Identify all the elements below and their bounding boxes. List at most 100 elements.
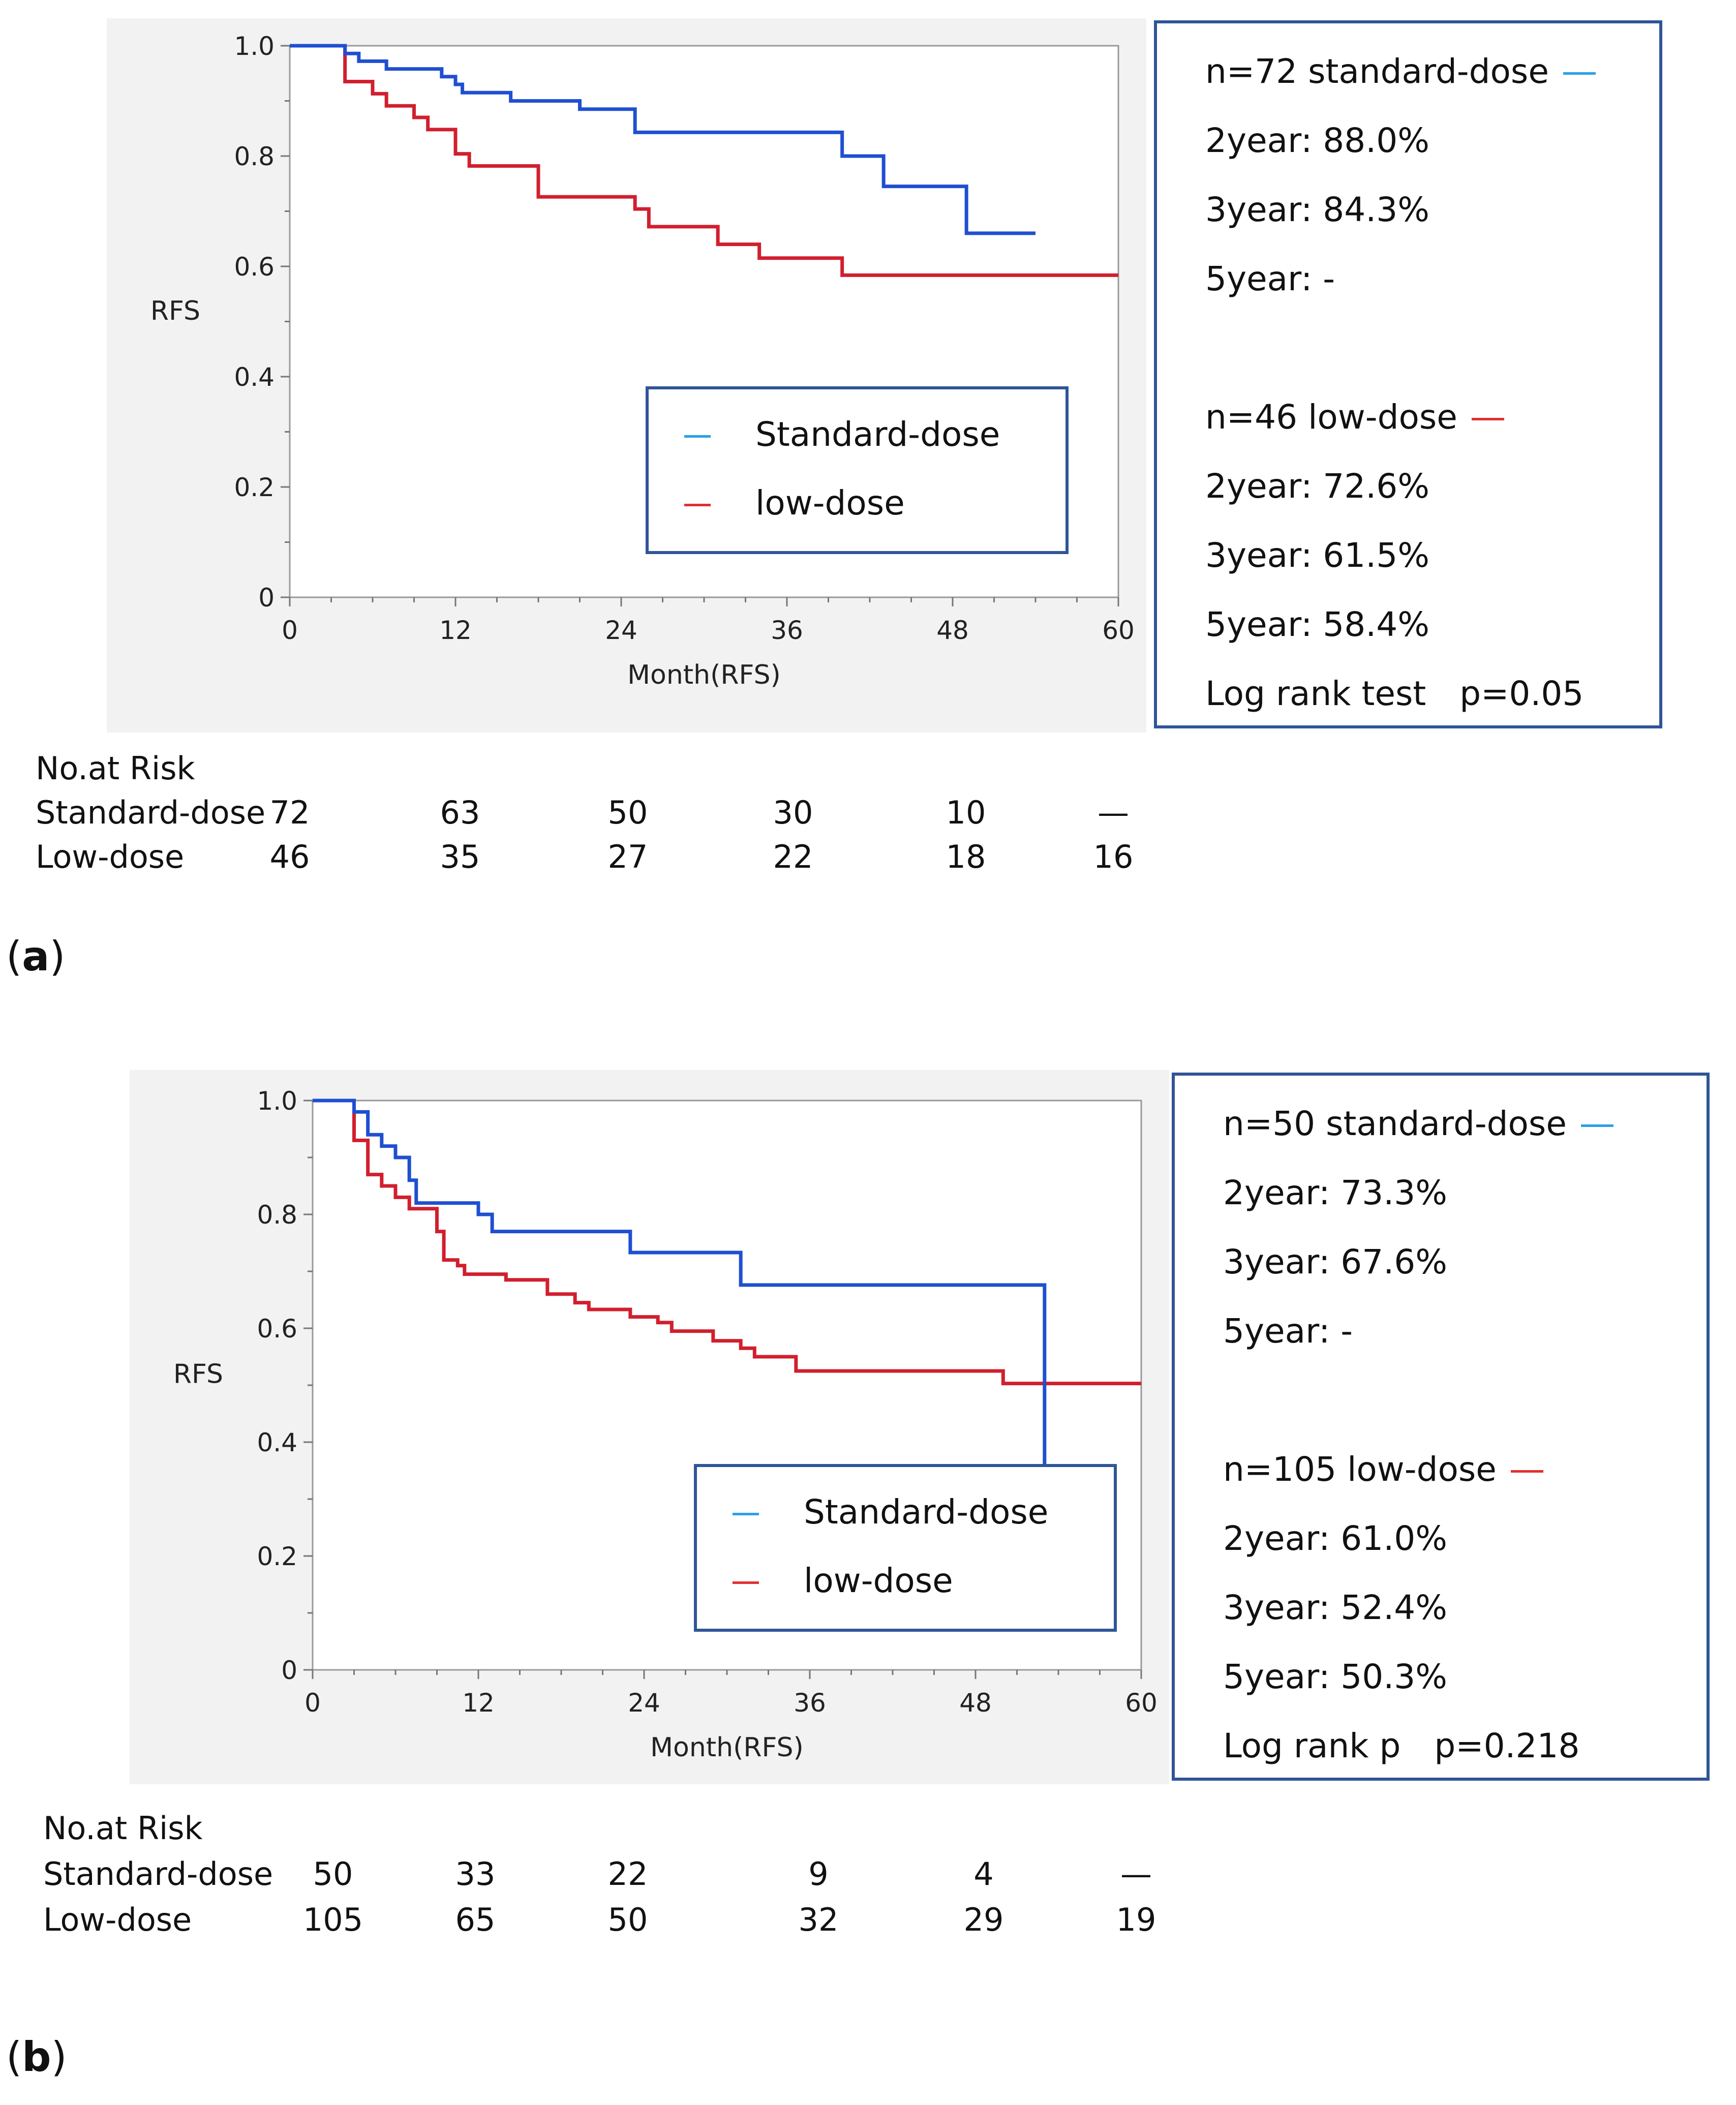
at-risk-low-label: Low-dose — [36, 838, 185, 875]
low-dose-curve — [313, 1099, 1141, 1386]
x-axis-label: Month(RFS) — [650, 1732, 804, 1763]
legend-box: Standard-dose low-dose — [646, 386, 1069, 554]
low-5year: 5year: 58.4% — [1205, 605, 1429, 644]
at-risk-standard-0: 50 — [313, 1855, 353, 1893]
low-2year: 2year: 72.6% — [1205, 467, 1429, 506]
panel-label-a: (a) — [6, 933, 66, 980]
x-tick-label: 24 — [605, 616, 637, 645]
at-risk-standard-0: 72 — [269, 794, 310, 831]
at-risk-standard-4: 4 — [973, 1855, 994, 1893]
x-tick-label: 60 — [1102, 616, 1135, 645]
legend-swatch-standard — [733, 1513, 759, 1516]
at-risk-standard-4: 10 — [946, 794, 986, 831]
x-tick-label: 0 — [304, 1688, 321, 1718]
at-risk-standard-label: Standard-dose — [43, 1855, 273, 1893]
y-axis-label: RFS — [150, 296, 200, 326]
low-color-swatch — [1510, 1470, 1543, 1473]
y-tick-label: 0.2 — [257, 1542, 297, 1571]
panel-b: 0 0.2 0.4 0.6 0.8 1.0 0 12 24 36 48 60 Month(RFS) RFS… — [0, 1052, 1736, 2104]
y-tick-label: 0.4 — [234, 362, 275, 392]
y-tick-label: 0.6 — [257, 1314, 297, 1344]
at-risk-low-2: 50 — [607, 1901, 648, 1938]
at-risk-heading: No.at Risk — [36, 750, 195, 787]
standard-3year: 3year: 84.3% — [1205, 190, 1429, 229]
at-risk-standard-2: 50 — [607, 794, 648, 831]
legend-label-low: low-dose — [755, 483, 905, 523]
legend-swatch-low — [733, 1581, 759, 1584]
y-tick-label: 0.2 — [234, 473, 275, 502]
legend-swatch-standard — [684, 435, 711, 438]
standard-dose-curve — [290, 44, 1035, 235]
x-tick-label: 24 — [628, 1688, 660, 1718]
standard-summary-heading: n=50 standard-dose — [1223, 1104, 1613, 1143]
legend-label-low: low-dose — [804, 1561, 953, 1600]
x-tick-label: 48 — [936, 616, 969, 645]
legend-item-low: low-dose — [684, 483, 905, 523]
low-3year: 3year: 61.5% — [1205, 536, 1429, 575]
standard-dose-curve — [313, 1099, 1073, 1478]
x-axis-label: Month(RFS) — [627, 660, 781, 690]
legend-label-standard: Standard-dose — [755, 415, 1000, 454]
low-summary-heading: n=46 low-dose — [1205, 398, 1504, 437]
legend-item-low: low-dose — [733, 1561, 953, 1600]
legend-swatch-low — [684, 504, 711, 507]
y-tick-label: 1.0 — [257, 1086, 297, 1116]
legend-item-standard: Standard-dose — [733, 1492, 1048, 1532]
at-risk-heading: No.at Risk — [43, 1810, 203, 1847]
legend-label-standard: Standard-dose — [804, 1492, 1049, 1532]
low-summary-heading: n=105 low-dose — [1223, 1450, 1543, 1489]
summary-box: n=50 standard-dose 2year: 73.3% 3year: 6… — [1172, 1073, 1710, 1781]
standard-2year: 2year: 88.0% — [1205, 121, 1429, 160]
at-risk-standard-5: — — [1120, 1855, 1152, 1893]
standard-summary-heading: n=72 standard-dose — [1205, 52, 1596, 91]
y-tick-label: 1.0 — [234, 32, 275, 61]
legend-box: Standard-dose low-dose — [694, 1464, 1117, 1632]
at-risk-standard-5: — — [1098, 794, 1129, 831]
at-risk-low-0: 105 — [302, 1901, 363, 1938]
at-risk-low-4: 18 — [946, 838, 986, 875]
at-risk-low-5: 16 — [1093, 838, 1134, 875]
panel-label-b: (b) — [6, 2033, 67, 2081]
at-risk-low-5: 19 — [1116, 1901, 1156, 1938]
legend-item-standard: Standard-dose — [684, 415, 1000, 454]
low-5year: 5year: 50.3% — [1223, 1657, 1447, 1696]
at-risk-low-3: 32 — [798, 1901, 839, 1938]
y-axis-label: RFS — [173, 1359, 223, 1390]
y-tick-label: 0.8 — [234, 142, 275, 171]
at-risk-standard-3: 30 — [773, 794, 813, 831]
standard-color-swatch — [1580, 1124, 1613, 1127]
at-risk-standard-1: 33 — [455, 1855, 496, 1893]
at-risk-low-1: 65 — [455, 1901, 496, 1938]
at-risk-standard-2: 22 — [607, 1855, 648, 1893]
low-2year: 2year: 61.0% — [1223, 1519, 1447, 1558]
x-tick-label: 0 — [282, 616, 298, 645]
log-rank-test: Log rank test p=0.05 — [1205, 674, 1584, 713]
y-tick-label: 0 — [258, 583, 275, 613]
standard-2year: 2year: 73.3% — [1223, 1173, 1447, 1212]
log-rank-test: Log rank p p=0.218 — [1223, 1726, 1580, 1765]
at-risk-standard-3: 9 — [808, 1855, 829, 1893]
at-risk-low-3: 22 — [773, 838, 813, 875]
x-tick-label: 36 — [771, 616, 803, 645]
summary-box: n=72 standard-dose 2year: 88.0% 3year: 8… — [1154, 20, 1662, 728]
x-tick-label: 12 — [439, 616, 472, 645]
x-tick-label: 48 — [959, 1688, 992, 1718]
standard-5year: 5year: - — [1205, 259, 1335, 298]
y-tick-label: 0.4 — [257, 1428, 297, 1457]
at-risk-standard-1: 63 — [440, 794, 480, 831]
standard-color-swatch — [1563, 72, 1596, 75]
y-tick-label: 0.6 — [234, 252, 275, 282]
x-tick-label: 36 — [794, 1688, 826, 1718]
at-risk-low-2: 27 — [607, 838, 648, 875]
low-color-swatch — [1471, 418, 1504, 421]
panel-a: 0 0.2 0.4 0.6 0.8 1.0 0 12 24 36 48 60 Month(RFS) RFS… — [0, 0, 1736, 1052]
at-risk-low-1: 35 — [440, 838, 480, 875]
y-tick-label: 0 — [281, 1656, 297, 1685]
standard-5year: 5year: - — [1223, 1311, 1353, 1351]
y-tick-label: 0.8 — [257, 1200, 297, 1230]
at-risk-low-0: 46 — [269, 838, 310, 875]
x-tick-label: 60 — [1125, 1688, 1158, 1718]
at-risk-low-label: Low-dose — [43, 1901, 192, 1938]
at-risk-standard-label: Standard-dose — [36, 794, 266, 831]
at-risk-low-4: 29 — [963, 1901, 1004, 1938]
